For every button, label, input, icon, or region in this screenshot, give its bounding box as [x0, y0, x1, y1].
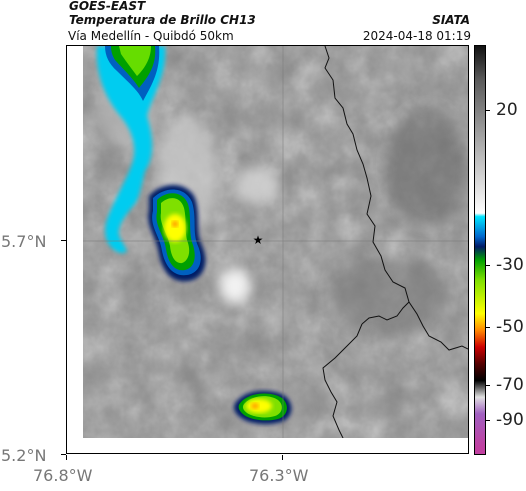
temperature-colorbar — [474, 45, 486, 455]
cbar-tick — [486, 110, 490, 111]
cbar-tick — [486, 420, 490, 421]
product-title: Temperatura de Brillo CH13 — [69, 13, 256, 27]
agency-label: SIATA — [432, 13, 470, 27]
lat-label-5.7: 5.7°N — [1, 232, 47, 251]
cbar-tick — [486, 385, 490, 386]
lon-tick-76.3 — [282, 455, 283, 460]
cbar-tick — [486, 265, 490, 266]
cbar-label: -90 — [496, 410, 524, 430]
timestamp-label: 2024-04-18 01:19 — [362, 29, 471, 43]
lat-tick-5.7 — [61, 240, 66, 241]
map-canvas: ★ — [67, 46, 468, 453]
graticule — [67, 46, 468, 453]
lon-label-76.3: 76.3°W — [249, 466, 309, 485]
cbar-label: 20 — [496, 100, 518, 120]
satellite-title: GOES-EAST — [69, 0, 146, 13]
cbar-label: -70 — [496, 375, 524, 395]
cbar-tick — [486, 327, 490, 328]
lon-tick-76.8 — [66, 455, 67, 460]
lon-label-76.8: 76.8°W — [33, 466, 93, 485]
cbar-label: -30 — [496, 255, 524, 275]
lat-tick-5.2 — [61, 454, 66, 455]
convective-cells — [96, 46, 292, 425]
satellite-map[interactable]: ★ — [66, 45, 469, 454]
star-icon: ★ — [253, 233, 264, 247]
route-subtitle: Vía Medellín - Quibdó 50km — [68, 29, 234, 43]
lat-label-5.2: 5.2°N — [1, 446, 47, 465]
cbar-label: -50 — [496, 317, 524, 337]
department-borders — [322, 46, 468, 453]
